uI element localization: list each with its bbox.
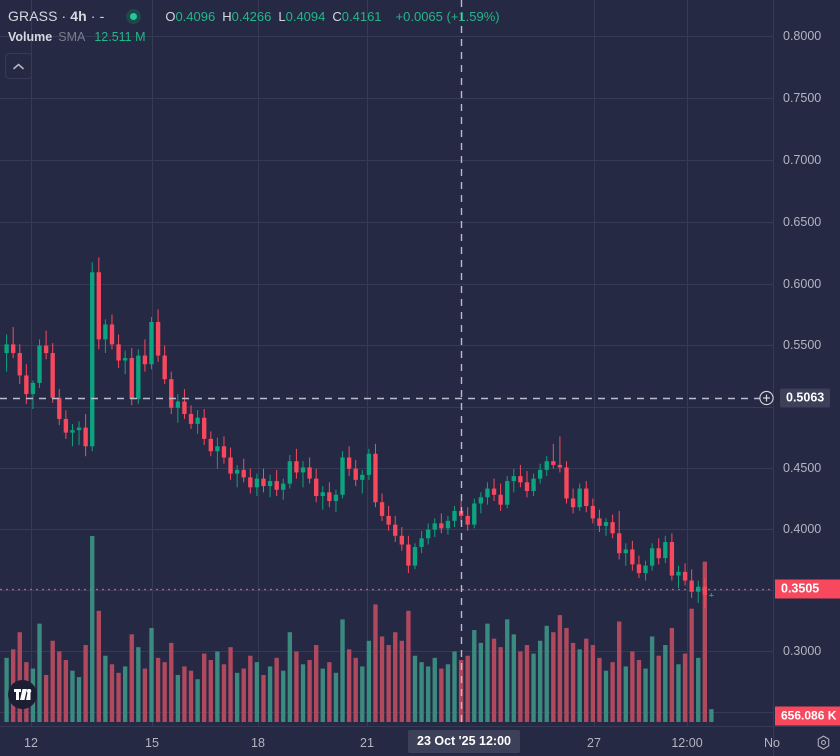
- price-tick-label: 0.4500: [783, 461, 822, 475]
- tradingview-logo-icon: [13, 688, 31, 700]
- tradingview-logo[interactable]: [8, 680, 37, 709]
- chart-canvas[interactable]: [0, 0, 773, 726]
- candlestick-series: [4, 257, 714, 722]
- price-tick-label: 0.7000: [783, 153, 822, 167]
- price-tick-label: 0.6500: [783, 215, 822, 229]
- price-tick-label: 0.8000: [783, 29, 822, 43]
- axis-divider: [773, 727, 774, 756]
- price-tick-label: 0.3000: [783, 644, 822, 658]
- time-axis[interactable]: 12 15 18 21 27 12:00 No 23 Oct '25 12:00: [0, 726, 840, 756]
- price-tick-label: 0.5500: [783, 338, 822, 352]
- settings-hexagon-icon[interactable]: [816, 735, 831, 750]
- time-tick-label: 15: [145, 736, 159, 750]
- time-tick-label: 18: [251, 736, 265, 750]
- time-tick-label: 21: [360, 736, 374, 750]
- crosshair-time-label: 23 Oct '25 12:00: [407, 730, 521, 753]
- price-tick-label: 0.7500: [783, 91, 822, 105]
- chevron-up-icon: [13, 63, 24, 69]
- time-tick-label: No: [764, 736, 780, 750]
- chart-overlays: [0, 0, 773, 726]
- price-axis[interactable]: 0.8000 0.7500 0.7000 0.6500 0.6000 0.5500 0.45…: [759, 0, 840, 726]
- add-order-plus-icon[interactable]: [759, 390, 774, 406]
- time-tick-label: 12: [24, 736, 38, 750]
- volume-value-badge: 656.086 K: [775, 706, 840, 726]
- time-tick-label: 12:00: [671, 736, 703, 750]
- collapse-pane-button[interactable]: [5, 53, 32, 79]
- crosshair-price-label: 0.5063: [780, 388, 831, 408]
- last-price-badge: 0.3505: [775, 579, 840, 599]
- price-tick-label: 0.4000: [783, 522, 822, 536]
- time-tick-label: 27: [587, 736, 601, 750]
- price-tick-label: 0.6000: [783, 277, 822, 291]
